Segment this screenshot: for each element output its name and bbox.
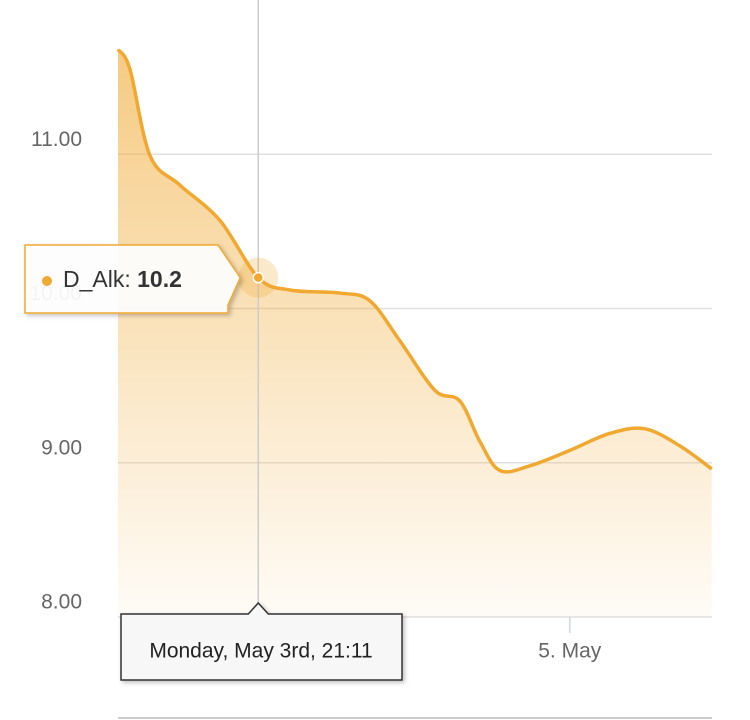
x-tooltip: [120, 601, 403, 681]
tooltip-box: [24, 244, 242, 314]
tooltip-series-name: D_Alk: [63, 266, 125, 292]
x-tooltip-box: [120, 601, 403, 681]
tooltip: [24, 244, 242, 314]
y-tick-label: 11.00: [31, 128, 82, 151]
line: [116, 48, 713, 474]
x-tooltip-text: Monday, May 3rd, 21:11: [149, 640, 372, 663]
area: [118, 49, 712, 618]
tooltip-text: D_Alk: 10.2: [63, 266, 182, 292]
tooltip-separator: :: [124, 266, 137, 292]
x-tick-label: 5. May: [538, 640, 602, 663]
y-tick-label: 9.00: [41, 436, 82, 459]
tooltip-dot: [42, 276, 52, 286]
y-tick-label: 8.00: [41, 591, 82, 614]
hover-point: [252, 271, 265, 284]
tooltip-value: 10.2: [137, 266, 182, 292]
